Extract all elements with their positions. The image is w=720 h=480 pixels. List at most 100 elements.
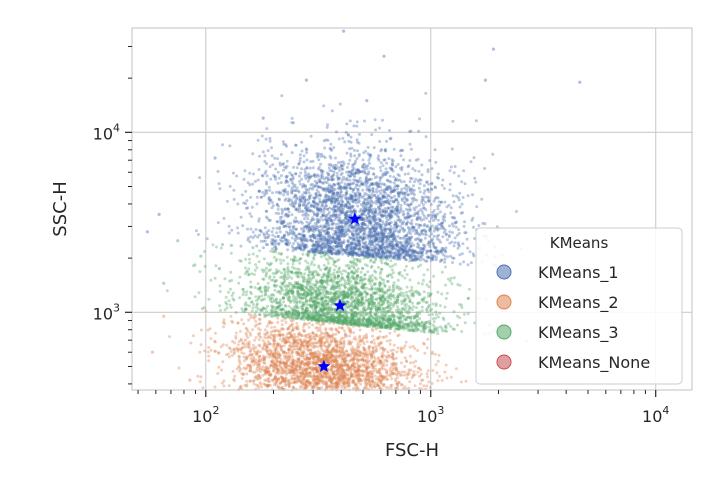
data-point-kmeans-1: [345, 245, 349, 249]
data-point-kmeans-1: [379, 214, 383, 218]
data-point-kmeans-1: [366, 145, 370, 149]
data-point-kmeans-2: [252, 379, 256, 383]
data-point-kmeans-1: [358, 184, 361, 188]
data-point-kmeans-1: [309, 134, 313, 138]
data-point-kmeans-2: [333, 369, 337, 373]
data-point-kmeans-1: [413, 169, 417, 173]
data-point-kmeans-2: [221, 343, 225, 347]
data-point-kmeans-1: [355, 138, 359, 142]
data-point-kmeans-1: [350, 242, 354, 246]
data-point-kmeans-1: [300, 195, 304, 199]
data-point-kmeans-1: [361, 232, 365, 236]
data-point-kmeans-1: [437, 176, 441, 180]
data-point-kmeans-1: [430, 232, 434, 236]
data-point-kmeans-1: [435, 226, 439, 230]
data-point-kmeans-2: [282, 344, 286, 348]
data-point-kmeans-1: [396, 191, 400, 195]
data-point-kmeans-1: [390, 234, 394, 237]
data-point-kmeans-2: [242, 322, 246, 326]
data-point-kmeans-2: [199, 328, 203, 332]
data-point-kmeans-1: [417, 252, 421, 255]
data-point-kmeans-1: [295, 197, 298, 201]
data-point-kmeans-1: [213, 156, 217, 160]
data-point-kmeans-1: [451, 119, 455, 123]
data-point-kmeans-1: [308, 208, 312, 212]
data-point-kmeans-1: [453, 241, 457, 245]
data-point-kmeans-1: [289, 230, 292, 234]
data-point-kmeans-1: [389, 196, 393, 200]
data-point-kmeans-1: [409, 244, 413, 248]
data-point-kmeans-1: [262, 232, 266, 236]
data-point-kmeans-1: [362, 202, 366, 206]
data-point-kmeans-1: [257, 233, 261, 237]
data-point-kmeans-1: [326, 178, 330, 182]
data-point-kmeans-2: [396, 383, 400, 387]
data-point-kmeans-1: [402, 244, 406, 248]
data-point-kmeans-1: [365, 186, 369, 190]
data-point-kmeans-1: [425, 249, 429, 253]
data-point-kmeans-1: [261, 190, 265, 194]
data-point-kmeans-1: [305, 243, 308, 247]
data-point-kmeans-1: [295, 207, 299, 211]
data-point-kmeans-1: [298, 197, 302, 201]
data-point-kmeans-1: [379, 149, 383, 153]
data-point-kmeans-2: [285, 354, 288, 358]
data-point-kmeans-1: [345, 176, 349, 180]
data-point-kmeans-1: [380, 250, 384, 254]
data-point-kmeans-1: [431, 210, 435, 214]
data-point-kmeans-1: [363, 168, 366, 172]
data-point-kmeans-1: [265, 127, 269, 131]
data-point-kmeans-1: [271, 247, 274, 251]
data-point-kmeans-1: [396, 214, 400, 218]
data-point-kmeans-1: [348, 186, 352, 190]
data-point-kmeans-1: [282, 142, 286, 146]
data-point-kmeans-1: [307, 174, 311, 178]
data-point-kmeans-1: [263, 226, 267, 230]
data-point-kmeans-1: [344, 204, 348, 208]
data-point-kmeans-1: [284, 175, 288, 179]
data-point-kmeans-1: [421, 246, 425, 250]
data-point-kmeans-2: [254, 353, 258, 357]
data-point-kmeans-1: [294, 143, 298, 147]
data-point-kmeans-1: [332, 182, 336, 186]
data-point-kmeans-1: [231, 171, 235, 175]
data-point-kmeans-1: [325, 221, 329, 225]
data-point-kmeans-1: [251, 230, 255, 234]
data-point-kmeans-2: [459, 380, 463, 384]
data-point-kmeans-1: [419, 208, 423, 211]
data-point-kmeans-1: [291, 249, 295, 253]
data-point-kmeans-1: [315, 223, 319, 227]
data-point-kmeans-1: [281, 140, 285, 144]
data-point-kmeans-1: [354, 244, 358, 248]
data-point-kmeans-2: [280, 323, 284, 327]
data-point-kmeans-2: [425, 346, 429, 350]
data-point-kmeans-2: [351, 379, 355, 383]
data-point-kmeans-1: [341, 136, 345, 140]
data-point-kmeans-1: [353, 226, 357, 230]
data-point-kmeans-1: [412, 225, 416, 229]
data-point-kmeans-1: [325, 194, 329, 198]
data-point-kmeans-1: [474, 119, 478, 123]
data-point-kmeans-1: [393, 185, 397, 189]
data-point-kmeans-2: [254, 358, 258, 362]
data-point-kmeans-1: [352, 148, 356, 152]
data-point-kmeans-1: [317, 243, 321, 247]
data-point-kmeans-1: [306, 239, 310, 243]
data-point-kmeans-2: [362, 374, 365, 378]
data-point-kmeans-1: [418, 239, 422, 242]
data-point-kmeans-2: [252, 349, 256, 353]
data-point-kmeans-1: [309, 204, 313, 208]
data-point-kmeans-2: [257, 317, 261, 321]
data-point-kmeans-1: [323, 239, 327, 243]
data-point-kmeans-2: [370, 366, 374, 370]
data-point-kmeans-1: [341, 225, 345, 229]
data-point-kmeans-1: [426, 187, 430, 191]
data-point-kmeans-1: [293, 220, 296, 224]
data-point-kmeans-1: [380, 244, 384, 248]
data-point-kmeans-1: [261, 246, 265, 250]
data-point-kmeans-1: [342, 29, 346, 33]
data-point-kmeans-1: [300, 167, 303, 171]
data-point-kmeans-1: [366, 245, 370, 249]
data-point-kmeans-1: [385, 195, 389, 199]
data-point-kmeans-1: [429, 225, 432, 229]
